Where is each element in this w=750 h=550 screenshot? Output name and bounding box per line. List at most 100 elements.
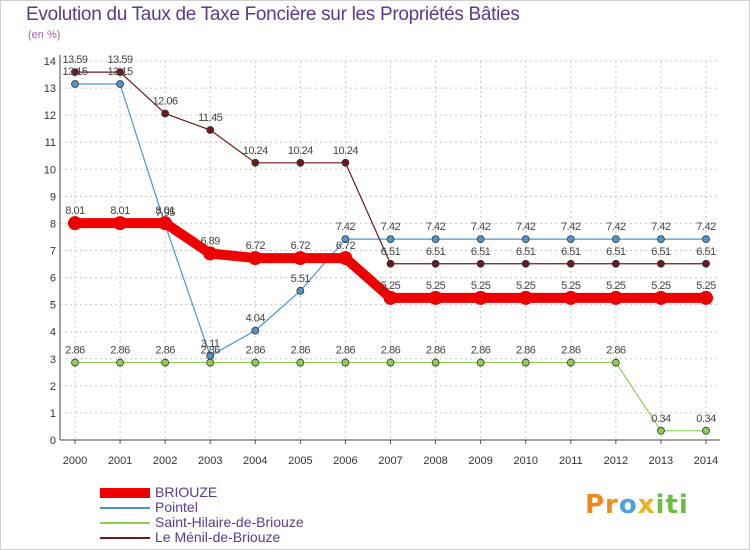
legend-item: Pointel [100,500,304,515]
data-label: 2.86 [561,345,581,357]
data-point [71,68,79,76]
x-tick-label: 2009 [468,455,492,467]
data-label: 5.25 [606,280,626,292]
data-label: 13.59 [108,54,133,66]
data-point [431,358,440,367]
data-label: 2.86 [246,345,266,357]
x-tick-label: 2000 [63,455,87,467]
data-label: 5.25 [696,280,716,292]
data-label: 6.51 [381,246,401,258]
data-point [521,358,530,367]
data-label: 11.45 [198,112,223,124]
data-point [161,358,170,367]
y-tick-label: 2 [50,381,56,393]
y-tick-label: 0 [50,435,56,447]
data-point [521,235,530,244]
y-tick-label: 4 [50,327,56,339]
data-label: 6.51 [651,246,671,258]
data-point [566,358,575,367]
data-label: 8.01 [65,205,85,217]
data-label: 7.42 [561,221,581,233]
data-label: 2.86 [336,345,356,357]
data-label: 5.25 [651,280,671,292]
data-label: 10.24 [333,145,358,157]
x-tick-label: 2013 [649,455,673,467]
data-point [476,235,485,244]
legend-swatch [100,506,150,509]
data-point [341,158,350,167]
legend-item: Le Ménil-de-Briouze [100,530,304,545]
data-label: 12.06 [153,96,178,108]
x-tick-label: 2005 [288,455,312,467]
data-label: 6.72 [336,240,356,252]
data-point [431,259,440,268]
data-label: 7.42 [696,221,716,233]
y-tick-label: 11 [45,137,56,149]
data-point [113,216,128,231]
data-label: 10.24 [288,145,313,157]
data-point [702,259,710,268]
chart-title: Evolution du Taux de Taxe Foncière sur l… [26,4,520,25]
chart-subtitle: (en %) [28,29,61,41]
x-tick-label: 2003 [198,455,222,467]
data-label: 5.25 [381,280,401,292]
legend-item: BRIOUZE [100,485,304,500]
data-label: 6.89 [201,235,221,247]
data-point [71,358,79,367]
data-point [248,251,263,266]
data-point [611,259,620,268]
data-label: 2.86 [606,345,626,357]
data-point [611,235,620,244]
data-point [383,290,398,305]
data-label: 7.42 [606,221,626,233]
data-point [338,251,353,266]
data-point [386,259,395,268]
y-tick-label: 5 [50,300,56,312]
y-tick-label: 14 [44,56,56,68]
y-tick-label: 10 [44,164,56,176]
x-tick-label: 2011 [559,455,583,467]
data-point [386,235,395,244]
data-label: 5.25 [471,280,491,292]
data-point [251,358,260,367]
data-label: 7.95 [155,207,175,219]
data-label: 2.86 [471,345,491,357]
data-point [296,358,305,367]
data-point [251,326,260,335]
data-label: 2.86 [110,345,130,357]
data-label: 6.51 [561,246,581,258]
y-tick-label: 13 [44,83,56,95]
data-label: 13.15 [62,66,87,78]
data-label: 2.86 [516,345,536,357]
data-point [116,68,124,76]
data-label: 6.51 [606,246,626,258]
legend-label: Pointel [155,499,198,515]
data-label: 2.86 [155,345,175,357]
y-tick-label: 12 [44,110,56,122]
data-label: 8.01 [155,205,175,217]
data-point [161,109,170,118]
data-label: 7.42 [381,221,401,233]
data-label: 13.59 [62,54,87,66]
legend-label: Saint-Hilaire-de-Briouze [155,514,304,530]
data-point [386,358,395,367]
data-label: 5.25 [561,280,581,292]
data-point [296,286,305,295]
x-tick-label: 2002 [153,455,177,467]
data-label: 2.86 [381,345,401,357]
y-tick-label: 1 [50,408,56,420]
legend-item: Saint-Hilaire-de-Briouze [100,515,304,530]
data-label: 7.42 [336,221,356,233]
data-point [657,235,665,244]
data-label: 6.72 [291,240,311,252]
data-point [566,235,575,244]
grid-layer [60,60,720,440]
legend-label: BRIOUZE [155,484,218,500]
x-tick-label: 2006 [333,455,357,467]
data-point [563,290,578,305]
data-label: 3.11 [201,338,220,350]
data-label: 6.51 [516,246,536,258]
legend-swatch [100,521,150,524]
